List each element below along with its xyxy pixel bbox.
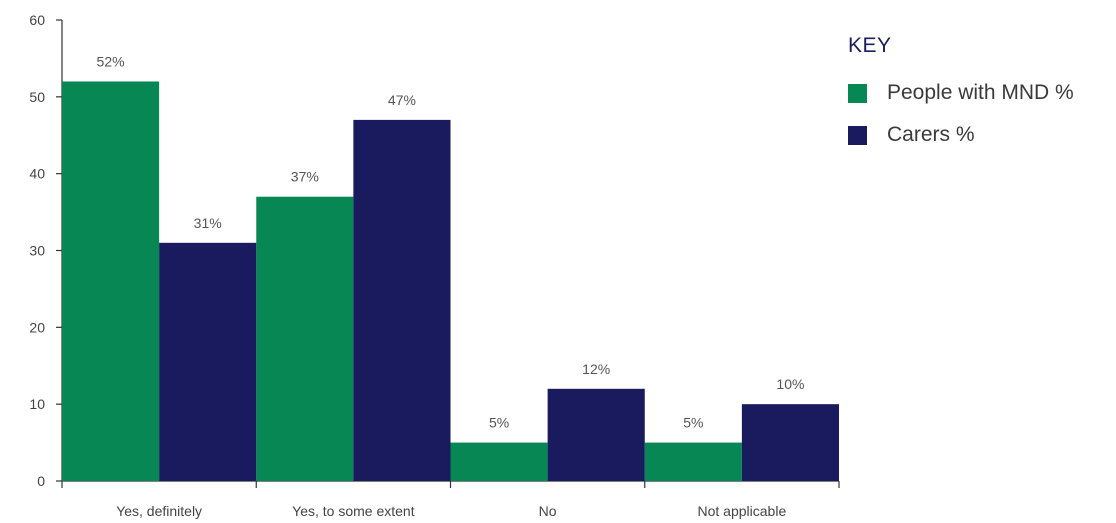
y-tick-label: 0 <box>37 473 45 489</box>
y-axis: 0 10 20 30 40 50 60 <box>29 12 63 489</box>
legend-label: Carers % <box>887 123 975 146</box>
legend-swatch-carers <box>848 125 867 145</box>
x-axis: Yes, definitely Yes, to some extent No Not … <box>61 480 840 519</box>
legend-label: People with MND % <box>887 81 1074 104</box>
data-label: 12% <box>582 361 610 377</box>
y-tick-label: 20 <box>29 319 45 335</box>
legend: KEY People with MND % Carers % <box>848 34 1074 156</box>
data-label: 47% <box>388 92 416 108</box>
y-tick-label: 40 <box>29 166 45 182</box>
bar-carers <box>741 404 839 481</box>
x-tick-label: Yes, definitely <box>116 503 202 519</box>
bar-people-with-mnd <box>256 196 354 481</box>
bar-people-with-mnd <box>644 442 742 481</box>
data-label: 5% <box>683 415 703 431</box>
legend-swatch-people-with-mnd <box>848 83 867 103</box>
legend-title: KEY <box>848 34 892 57</box>
y-tick-label: 60 <box>29 12 45 28</box>
bar-people-with-mnd <box>62 81 160 481</box>
data-label: 52% <box>97 53 125 69</box>
bar-people-with-mnd <box>450 442 548 481</box>
bar-carers <box>159 242 257 481</box>
data-label: 31% <box>194 215 222 231</box>
data-label: 5% <box>489 415 509 431</box>
bar-carers <box>547 388 645 481</box>
y-tick-label: 30 <box>29 243 45 259</box>
y-tick-label: 10 <box>29 396 45 412</box>
legend-item-people-with-mnd: People with MND % <box>848 72 1074 114</box>
data-label: 37% <box>291 169 319 185</box>
data-labels: 52% 37% 5% 5% 31% 47% 12% 10% <box>97 53 805 430</box>
legend-item-carers: Carers % <box>848 114 1074 156</box>
x-tick-label: No <box>539 503 557 519</box>
x-tick-label: Not applicable <box>698 503 787 519</box>
bar-carers <box>353 119 451 481</box>
y-tick-label: 50 <box>29 89 45 105</box>
bars <box>62 81 839 481</box>
data-label: 10% <box>776 376 804 392</box>
x-tick-label: Yes, to some extent <box>292 503 415 519</box>
